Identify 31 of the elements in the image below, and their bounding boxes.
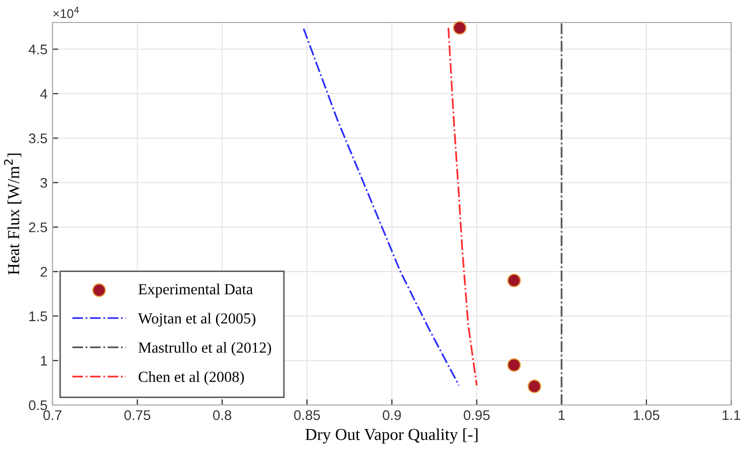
- x-tick-label: 0.9: [382, 410, 401, 420]
- line-series: [302, 28, 460, 386]
- legend-label: Experimental Data: [138, 284, 253, 298]
- x-tick-label: 1: [558, 410, 565, 420]
- y-axis-title: Heat Flux [W/m$^{2}$]: [4, 154, 22, 275]
- point: [507, 274, 521, 288]
- y-tick-label: 1: [40, 356, 47, 366]
- x-tick-label: 0.8: [213, 410, 232, 420]
- point: [528, 380, 542, 394]
- legend-label: Chen et al (2008): [138, 371, 244, 386]
- x-tick-label: 1.05: [634, 410, 660, 420]
- x-axis-title: Dry Out Vapor Quality [-]: [305, 428, 478, 444]
- y-tick-label: 4: [40, 89, 48, 99]
- point: [507, 358, 521, 372]
- y-tick-label: 2.5: [29, 222, 48, 232]
- text: ×10$^{4}$: [53, 6, 79, 18]
- y-tick-label: 3.5: [28, 133, 48, 144]
- line-series: [448, 27, 478, 386]
- y-tick-label: 3: [40, 178, 48, 188]
- x-tick-label: 0.75: [124, 410, 150, 420]
- point: [452, 21, 467, 35]
- legend-label: Wojtan et al (2005): [138, 312, 256, 327]
- y-tick-label: 1.5: [29, 312, 48, 322]
- x-tick-label: 0.85: [294, 410, 320, 420]
- x-tick-label: 0.95: [464, 410, 490, 420]
- x-tick-label: 1.1: [722, 410, 740, 420]
- y-tick-label: 2: [40, 266, 47, 277]
- y-tick-label: 0.5: [28, 400, 48, 410]
- y-tick-label: 4.5: [28, 44, 48, 54]
- x-tick-label: 0.7: [43, 410, 62, 420]
- legend-label: Mastrullo et al (2012): [138, 342, 272, 356]
